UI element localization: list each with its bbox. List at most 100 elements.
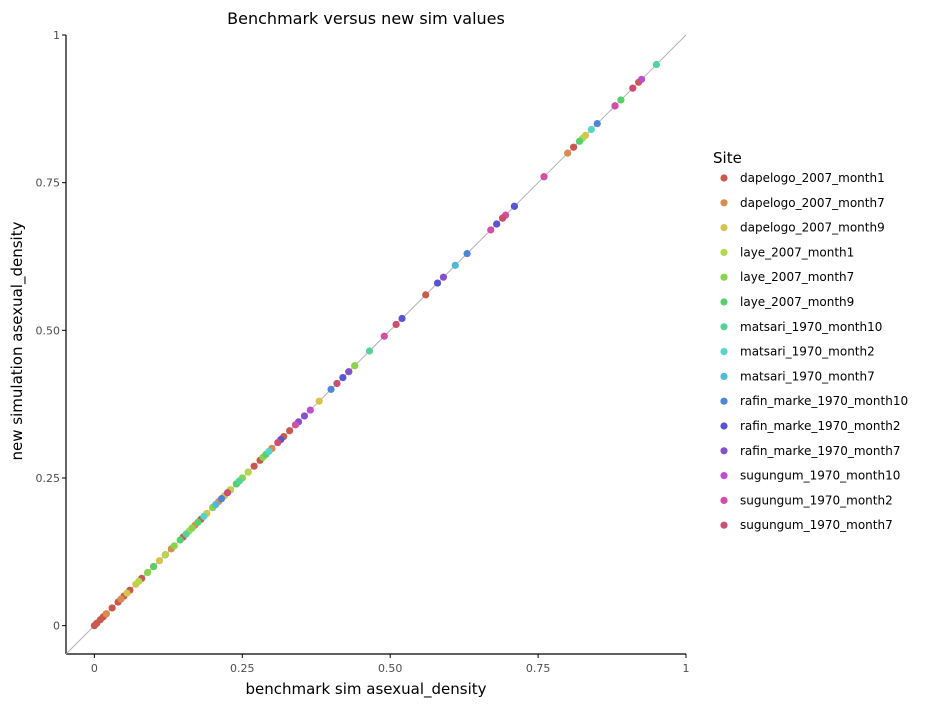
data-point [188, 524, 196, 532]
data-point [300, 412, 309, 420]
y-tick-label: 0.25 [36, 472, 61, 485]
data-point [102, 610, 110, 618]
data-point [351, 362, 359, 370]
data-point [250, 462, 258, 470]
data-point [286, 427, 294, 435]
data-point [333, 379, 341, 388]
legend-title: Site [713, 149, 742, 167]
data-point [463, 249, 471, 258]
data-point [117, 595, 125, 603]
x-tick-label: 0.50 [378, 662, 403, 675]
legend-label: sugungum_1970_month7 [740, 518, 893, 532]
data-point [593, 119, 601, 128]
legend-marker [720, 273, 728, 281]
data-point [493, 220, 501, 228]
legend: Site dapelogo_2007_month1 dapelogo_2007_m… [713, 149, 908, 532]
data-point [327, 385, 335, 393]
legend-marker [720, 397, 728, 405]
legend-label: matsari_1970_month7 [740, 369, 875, 383]
data-point [392, 320, 400, 329]
data-point [611, 102, 619, 110]
data-point [380, 332, 388, 340]
x-tick-label: 0.25 [230, 662, 255, 675]
legend-label: laye_2007_month1 [740, 245, 854, 259]
legend-label: matsari_1970_month2 [740, 345, 875, 359]
data-point [123, 589, 131, 597]
legend-label: rafin_marke_1970_month10 [740, 394, 908, 408]
data-point [161, 551, 169, 559]
legend-marker [720, 472, 728, 480]
x-axis-label: benchmark sim asexual_density [245, 680, 486, 699]
data-point [617, 96, 625, 104]
data-point [108, 604, 116, 612]
data-point [629, 84, 637, 92]
data-point [439, 273, 448, 281]
data-point [652, 60, 661, 69]
data-point [564, 149, 572, 157]
data-point [345, 368, 353, 376]
y-tick-label: 1 [53, 29, 60, 42]
legend-marker [720, 248, 728, 256]
data-point [182, 530, 190, 538]
y-tick-label: 0 [53, 620, 60, 633]
data-point [170, 542, 178, 550]
plot-area: 0 0.25 0.50 0.75 1 0 0.25 0.50 0.75 1 [36, 29, 690, 675]
legend-marker [720, 224, 728, 232]
data-point [244, 468, 252, 476]
legend-marker [720, 422, 728, 430]
legend-label: rafin_marke_1970_month7 [740, 444, 900, 458]
y-axis-label: new simulation asexual_density [8, 221, 27, 460]
data-point [569, 143, 578, 151]
legend-label: rafin_marke_1970_month2 [740, 419, 900, 433]
chart-title: Benchmark versus new sim values [227, 9, 505, 28]
legend-marker [720, 199, 728, 207]
legend-label: matsari_1970_month10 [740, 320, 882, 334]
legend-label: sugungum_1970_month2 [740, 493, 893, 507]
data-point [144, 568, 152, 577]
data-point [315, 397, 323, 405]
legend-label: sugungum_1970_month10 [740, 469, 900, 483]
legend-marker [720, 323, 728, 331]
data-point [339, 373, 347, 382]
data-point [510, 202, 519, 210]
legend-marker [720, 496, 728, 504]
data-point [306, 406, 314, 414]
data-point [638, 75, 646, 83]
data-point [398, 314, 406, 323]
data-point [274, 438, 282, 447]
data-point [194, 518, 202, 526]
x-tick-label: 0.75 [526, 662, 551, 675]
data-point [200, 512, 208, 520]
legend-marker [720, 521, 728, 529]
x-tick-label: 0 [91, 662, 98, 675]
legend-label: dapelogo_2007_month7 [740, 196, 885, 210]
data-point [540, 173, 548, 181]
data-point [223, 489, 232, 497]
data-point [499, 214, 507, 222]
legend-marker [720, 174, 728, 182]
x-tick-label: 1 [683, 662, 690, 675]
data-point [149, 562, 158, 571]
data-point [265, 447, 273, 456]
data-point [135, 577, 143, 585]
data-point [433, 279, 442, 287]
y-tick-label: 0.75 [36, 177, 61, 190]
data-point [155, 557, 164, 565]
data-point [451, 261, 459, 269]
legend-label: dapelogo_2007_month1 [740, 171, 885, 185]
legend-marker [720, 348, 728, 356]
legend-marker [720, 447, 728, 455]
data-point [176, 536, 184, 544]
data-point [487, 226, 495, 234]
data-point [575, 137, 584, 145]
legend-label: laye_2007_month7 [740, 270, 854, 284]
data-point [365, 347, 374, 355]
data-point [212, 500, 220, 509]
legend-marker [720, 372, 728, 380]
legend-label: laye_2007_month9 [740, 295, 854, 309]
data-point [217, 495, 226, 503]
legend-label: dapelogo_2007_month9 [740, 221, 885, 235]
data-point [422, 291, 430, 299]
